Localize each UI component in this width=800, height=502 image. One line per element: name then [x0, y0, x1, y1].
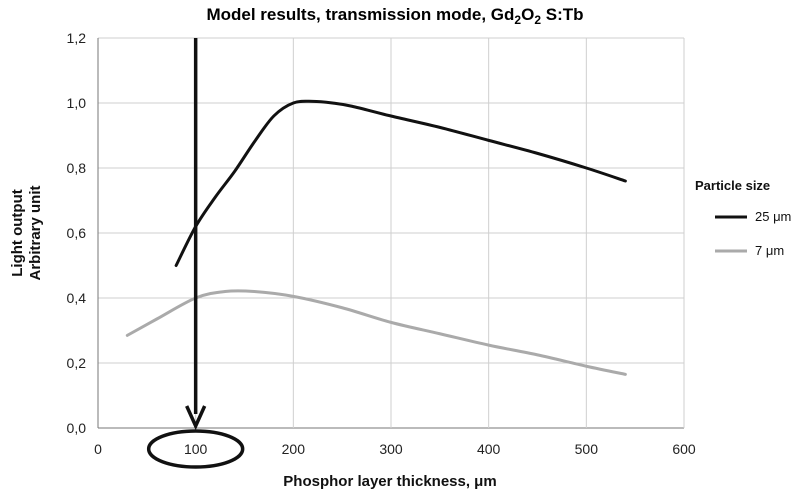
y-tick-label: 1,2	[67, 30, 87, 46]
chart-title: Model results, transmission mode, Gd2O2 …	[206, 5, 583, 27]
y-tick-label: 0,2	[67, 355, 87, 371]
series-line-7um	[125, 289, 627, 376]
axes: 0,0 0,2 0,4 0,6 0,8 1,0 1,2 0 100 200 300 400 500 600	[67, 30, 696, 457]
y-axis-label-line: Light output	[9, 189, 26, 276]
x-tick-label: 200	[282, 441, 306, 457]
x-tick-label: 500	[575, 441, 599, 457]
x-tick-label: 400	[477, 441, 501, 457]
y-axis-label-line: Arbitrary unit	[27, 185, 44, 280]
y-tick-label: 0,6	[67, 225, 87, 241]
y-tick-label: 1,0	[67, 95, 87, 111]
annotation	[146, 38, 245, 469]
y-tick-label: 0,8	[67, 160, 87, 176]
legend-label: 25 μm	[755, 209, 791, 224]
annotation-circle	[146, 429, 245, 469]
x-axis-label: Phosphor layer thickness, μm	[283, 473, 496, 490]
annotation-arrow-head	[185, 405, 207, 431]
title-text: O	[521, 5, 534, 24]
legend-title: Particle size	[695, 178, 770, 193]
title-subscript: 2	[534, 13, 541, 27]
y-tick-label: 0,0	[67, 420, 87, 436]
y-tick-label: 0,4	[67, 290, 87, 306]
x-tick-label: 300	[379, 441, 403, 457]
axis-labels: Phosphor layer thickness, μm Light output…	[9, 185, 497, 490]
title-text: Model results, transmission mode, Gd	[206, 5, 514, 24]
series-lines	[125, 99, 627, 376]
x-tick-label: 600	[672, 441, 696, 457]
y-axis-label: Light outputArbitrary unit	[9, 185, 44, 280]
title-subscript: 2	[514, 13, 521, 27]
x-tick-label: 0	[94, 441, 102, 457]
legend-label: 7 μm	[755, 243, 784, 258]
title-text: S:Tb	[541, 5, 584, 24]
series-line-25um	[174, 99, 627, 267]
x-tick-label: 100	[184, 441, 208, 457]
legend: Particle size 25 μm 7 μm	[695, 178, 791, 258]
